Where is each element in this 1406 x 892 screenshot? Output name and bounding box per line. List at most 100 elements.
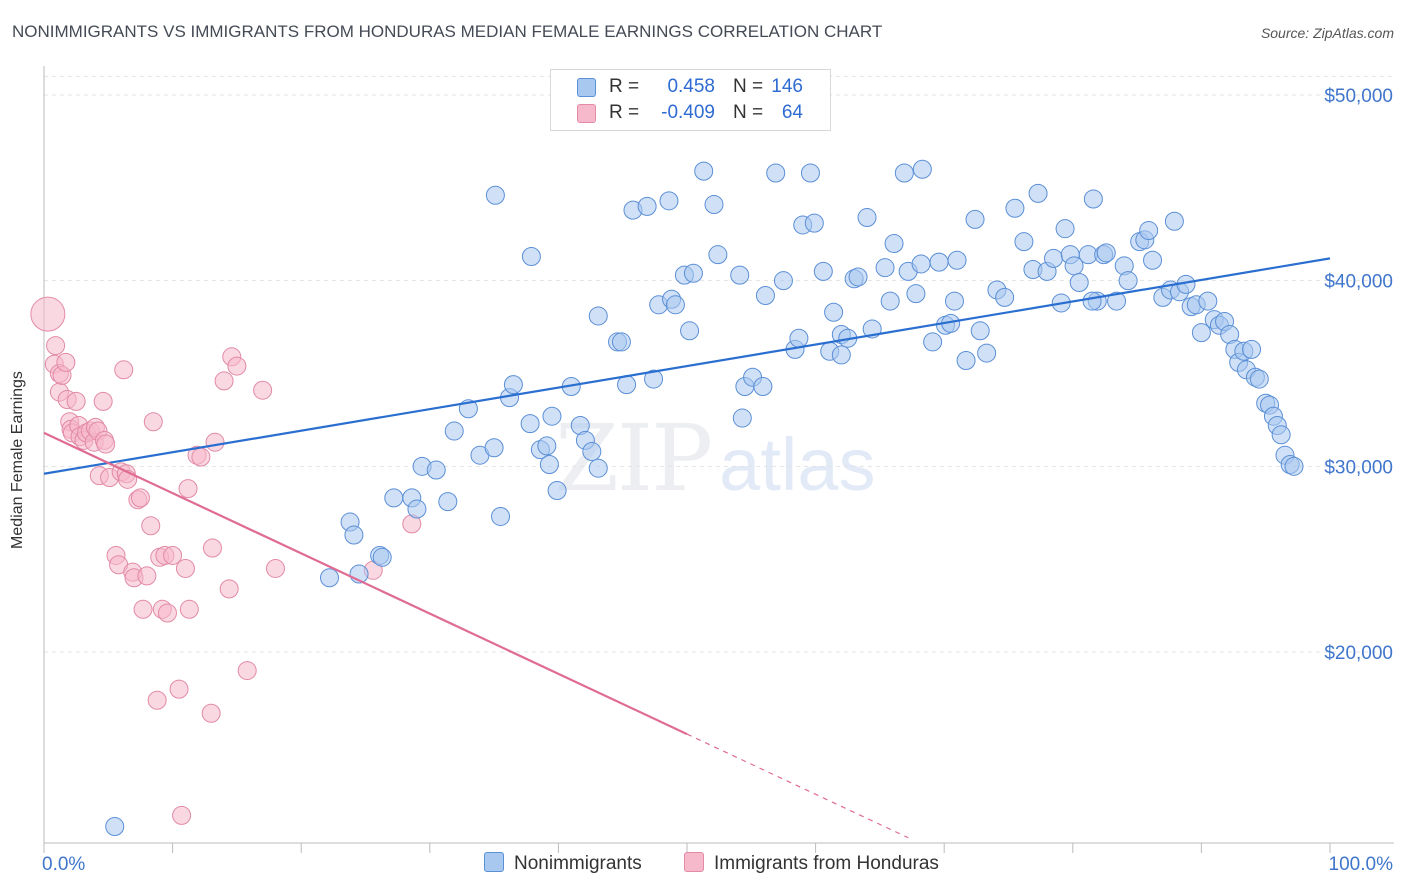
legend-row-nonimmigrants: R = 0.458 N = 146 <box>551 74 830 100</box>
honduras-point <box>130 488 150 508</box>
nonimmigrant-point <box>956 351 976 371</box>
source-label: Source: ZipAtlas.com <box>1260 25 1394 41</box>
nonimmigrant-point <box>704 195 724 215</box>
y-tick-label: $20,000 <box>1324 643 1393 664</box>
honduras-trend-line-extension <box>686 733 909 839</box>
nonimmigrant-point <box>947 250 967 270</box>
honduras-point <box>179 599 199 619</box>
honduras-point <box>219 579 239 599</box>
nonimmigrant-point <box>537 436 557 456</box>
nonimmigrant-point <box>372 547 392 567</box>
nonimmigrant-point <box>1069 273 1089 293</box>
nonimmigrant-point <box>1118 271 1138 291</box>
nonimmigrant-point <box>848 267 868 287</box>
nonimmigrant-point <box>1284 456 1304 476</box>
nonimmigrant-point <box>1083 189 1103 209</box>
nonimmigrant-point <box>665 295 685 315</box>
nonimmigrant-point <box>929 252 949 272</box>
nonimmigrant-point <box>319 568 339 588</box>
nonimmigrant-point <box>105 817 125 837</box>
bottom-legend-swatch-blue <box>484 852 504 872</box>
honduras-point <box>56 352 76 372</box>
legend-swatch-pink <box>577 104 596 123</box>
nonimmigrant-point <box>1055 219 1075 239</box>
nonimmigrant-point <box>1191 323 1211 343</box>
nonimmigrant-point <box>912 159 932 179</box>
watermark-atlas: atlas <box>719 423 876 506</box>
nonimmigrant-point <box>1143 250 1163 270</box>
nonimmigrant-point <box>644 369 664 389</box>
nonimmigrant-point <box>444 421 464 441</box>
nonimmigrant-point <box>789 328 809 348</box>
honduras-point <box>163 545 183 565</box>
nonimmigrant-point <box>944 291 964 311</box>
legend-n-value: 64 <box>781 102 803 123</box>
nonimmigrant-point <box>694 161 714 181</box>
honduras-point <box>114 360 134 380</box>
nonimmigrant-point <box>539 454 559 474</box>
honduras-point <box>205 432 225 452</box>
nonimmigrant-point <box>1139 221 1159 241</box>
nonimmigrant-point <box>582 441 602 461</box>
legend-r-value: -0.409 <box>661 102 715 123</box>
nonimmigrant-point <box>880 291 900 311</box>
nonimmigrant-point <box>588 458 608 478</box>
nonimmigrant-point <box>503 375 523 395</box>
nonimmigrant-point <box>965 209 985 229</box>
nonimmigrant-point <box>547 480 567 500</box>
honduras-point <box>227 356 247 376</box>
nonimmigrant-point <box>1164 211 1184 231</box>
nonimmigrant-point <box>730 265 750 285</box>
nonimmigrant-point <box>1107 291 1127 311</box>
nonimmigrant-point <box>1242 339 1262 359</box>
nonimmigrant-point <box>875 258 895 278</box>
nonimmigrant-point <box>1096 243 1116 263</box>
nonimmigrant-point <box>407 499 427 519</box>
nonimmigrant-point <box>977 343 997 363</box>
bottom-legend-label-nonimmigrants: Nonimmigrants <box>514 853 642 874</box>
honduras-point <box>169 679 189 699</box>
honduras-trend-line <box>43 431 688 736</box>
chart-title: NONIMMIGRANTS VS IMMIGRANTS FROM HONDURA… <box>12 22 883 41</box>
nonimmigrant-point <box>680 321 700 341</box>
legend-n-label: N = <box>733 76 764 97</box>
bottom-legend-label-honduras: Immigrants from Honduras <box>714 853 939 874</box>
honduras-point <box>202 538 222 558</box>
nonimmigrant-point <box>588 306 608 326</box>
honduras-point <box>253 380 273 400</box>
x-tick-label: 0.0% <box>42 854 85 875</box>
nonimmigrant-point <box>1198 291 1218 311</box>
nonimmigrant-point <box>753 376 773 396</box>
nonimmigrant-point <box>438 492 458 512</box>
nonimmigrant-point <box>637 196 657 216</box>
nonimmigrant-point <box>884 234 904 254</box>
honduras-point <box>172 805 192 825</box>
honduras-point <box>30 296 66 332</box>
nonimmigrant-point <box>804 213 824 233</box>
honduras-point <box>93 391 113 411</box>
nonimmigrant-point <box>1271 425 1291 445</box>
x-tick-label: 100.0% <box>1329 854 1394 875</box>
nonimmigrant-point <box>683 263 703 283</box>
legend-r-label: R = <box>609 76 640 97</box>
honduras-point <box>143 412 163 432</box>
bottom-legend-honduras: Immigrants from Honduras <box>684 852 939 876</box>
nonimmigrant-point <box>708 245 728 265</box>
nonimmigrant-point <box>542 406 562 426</box>
nonimmigrant-point <box>800 163 820 183</box>
nonimmigrant-point <box>491 506 511 526</box>
honduras-point <box>147 690 167 710</box>
nonimmigrant-point <box>659 191 679 211</box>
nonimmigrant-point <box>824 302 844 322</box>
nonimmigrant-point <box>995 287 1015 307</box>
honduras-point <box>133 599 153 619</box>
honduras-point <box>178 479 198 499</box>
watermark: ZIP atlas <box>555 405 875 512</box>
legend-swatch-blue <box>577 78 596 97</box>
honduras-point <box>96 434 116 454</box>
honduras-point <box>265 558 285 578</box>
honduras-point <box>66 391 86 411</box>
honduras-point <box>237 661 257 681</box>
y-tick-label: $30,000 <box>1324 457 1393 478</box>
